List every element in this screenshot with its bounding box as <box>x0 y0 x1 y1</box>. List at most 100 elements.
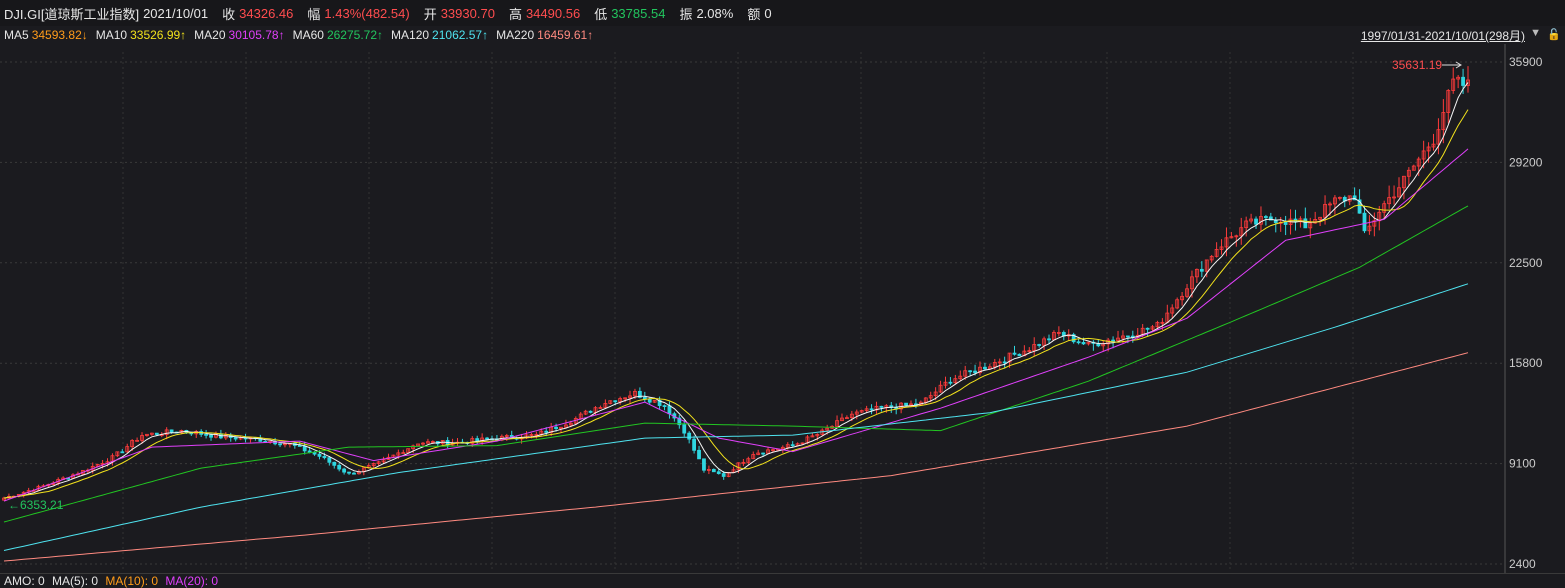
ma60-line <box>3 205 1469 523</box>
ma10-line <box>3 109 1469 499</box>
date-range-selector[interactable]: 1997/01/31-2021/10/01(298月) <box>1360 29 1525 43</box>
candle-up <box>933 391 938 397</box>
candle-up <box>1387 197 1392 205</box>
ma5-line <box>3 82 1469 499</box>
amplitude-value: 2.08% <box>696 5 734 21</box>
candle-down <box>332 461 337 466</box>
ma60-label[interactable]: MA60 <box>292 28 324 42</box>
candle-up <box>751 454 756 460</box>
ma120-label[interactable]: MA120 <box>391 28 430 42</box>
candle-down <box>692 438 697 451</box>
candle-up <box>1333 197 1337 205</box>
candle-down <box>677 417 682 426</box>
candle-down <box>1263 216 1268 218</box>
candle-up <box>963 370 968 377</box>
ma20-value: 30105.78↑ <box>228 28 285 42</box>
candle-up <box>958 375 963 380</box>
candle-up <box>623 397 627 400</box>
candle-up <box>1185 288 1189 297</box>
candle-up <box>578 413 583 419</box>
candle-up <box>746 458 751 463</box>
candle-down <box>948 381 953 384</box>
candle-up <box>426 441 430 444</box>
candle-up <box>1194 268 1199 278</box>
ma5-value: 34593.82↓ <box>31 28 88 42</box>
candle-up <box>1259 216 1263 225</box>
candle-down <box>869 408 874 411</box>
lock-icon[interactable]: 🔓 <box>1547 29 1561 41</box>
candle-down <box>1125 335 1130 338</box>
candle-up <box>741 461 746 464</box>
ma220-line <box>3 352 1469 562</box>
high-value: 34490.56 <box>525 5 581 21</box>
ma10-label[interactable]: MA10 <box>95 28 128 42</box>
candle-up <box>1175 299 1180 309</box>
candle-up <box>1456 76 1461 80</box>
candle-up <box>992 362 997 368</box>
candle-up <box>1086 341 1091 345</box>
ma10-value: 33526.99↑ <box>130 28 187 42</box>
triangle-down-icon[interactable]: ▼ <box>1530 27 1541 39</box>
candle-up <box>568 422 573 426</box>
candle-down <box>485 437 489 440</box>
candle-up <box>815 433 820 437</box>
candle-up <box>1042 338 1046 346</box>
candle-up <box>1170 307 1175 314</box>
candle-up <box>1140 327 1145 336</box>
candle-down <box>1254 218 1258 225</box>
candle-down <box>337 464 342 470</box>
candle-up <box>1150 326 1155 330</box>
candle-up <box>1328 203 1332 206</box>
candle-up <box>1229 236 1234 239</box>
ma20-label[interactable]: MA20 <box>194 28 226 42</box>
candle-up <box>376 461 381 464</box>
candle-down <box>327 457 332 463</box>
candle-down <box>1037 344 1042 346</box>
candle-down <box>1357 199 1362 214</box>
candle-up <box>835 420 839 427</box>
ma5-label[interactable]: MA5 <box>4 28 29 42</box>
candle-down <box>1303 218 1308 229</box>
candle-up <box>1027 350 1032 353</box>
candle-up <box>1209 255 1214 261</box>
candle-up <box>283 443 287 446</box>
candle-up <box>1402 175 1406 189</box>
candle-up <box>1007 352 1012 363</box>
candle-up <box>130 440 135 448</box>
candle-up <box>135 439 139 442</box>
max-price-arrowhead <box>1455 61 1462 69</box>
candle-up <box>780 446 785 450</box>
candle-down <box>1076 341 1081 344</box>
candle-up <box>1451 78 1456 91</box>
candlestick-chart[interactable]: 35900 29200 22500 15800 9100 2400 35631.19 ←635… <box>0 44 1565 573</box>
candle-up <box>652 400 657 403</box>
candle-down <box>761 452 766 455</box>
y-tick-label: 2400 <box>1509 557 1536 571</box>
symbol-name[interactable]: DJI.GI[道琼斯工业指数] <box>4 6 140 22</box>
candle-down <box>1268 216 1273 221</box>
candle-down <box>1017 353 1022 357</box>
candle-down <box>879 405 884 408</box>
candle-up <box>997 361 1002 364</box>
candle-up <box>1441 112 1446 131</box>
candle-up <box>953 378 958 384</box>
candle-up <box>1372 220 1377 227</box>
candle-down <box>278 443 282 446</box>
candle-up <box>421 442 425 445</box>
candle-up <box>223 434 228 439</box>
candle-down <box>904 402 908 406</box>
candle-up <box>1466 79 1470 86</box>
candle-up <box>598 407 603 409</box>
ma220-label[interactable]: MA220 <box>496 28 535 42</box>
candle-down <box>1002 361 1007 364</box>
candle-up <box>1323 204 1327 218</box>
candle-down <box>1081 342 1086 345</box>
candle-up <box>1219 246 1224 250</box>
candle-down <box>721 473 726 477</box>
candle-down <box>716 471 721 474</box>
candle-up <box>1308 222 1313 229</box>
amo-ma20-label: MA(20): 0 <box>165 574 219 588</box>
quote-header: DJI.GI[道琼斯工业指数] 2021/10/01 收 34326.46 幅 … <box>0 0 1565 26</box>
candle-down <box>322 455 327 459</box>
candle-up <box>559 426 563 430</box>
